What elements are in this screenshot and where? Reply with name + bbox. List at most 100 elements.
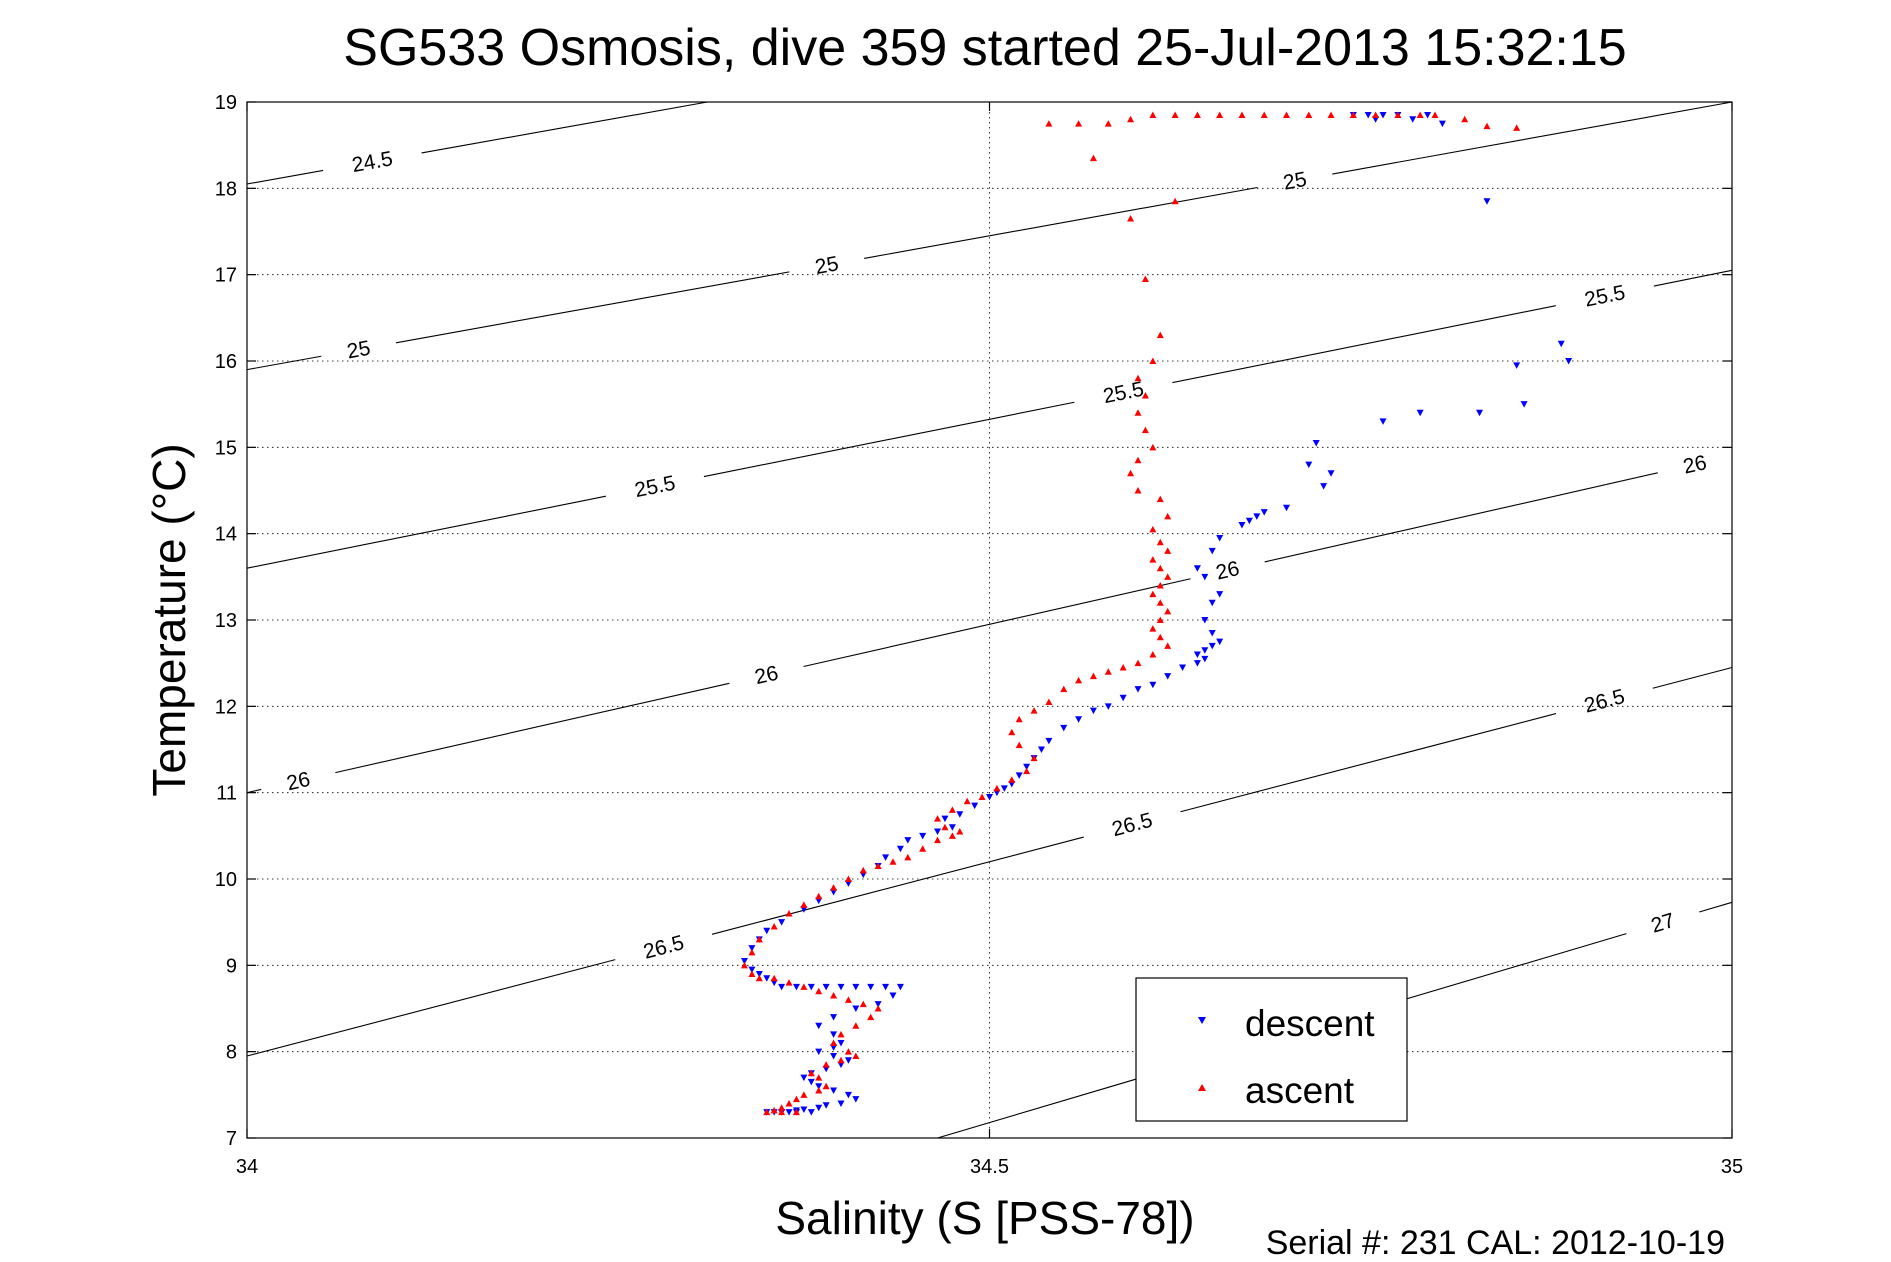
ascent-point <box>1327 111 1335 118</box>
descent-point <box>852 1005 860 1012</box>
ascent-point <box>837 1056 845 1064</box>
contour-line-25 <box>1332 101 1733 175</box>
descent-point <box>1409 116 1417 123</box>
ascent-point <box>1156 538 1164 546</box>
descent-point <box>844 1091 852 1099</box>
ascent-point <box>1149 651 1157 658</box>
ascent-point <box>1045 698 1053 706</box>
ascent-point <box>785 910 793 917</box>
descent-point <box>1149 681 1157 689</box>
descent-point <box>1193 660 1201 667</box>
ascent-point <box>800 1091 808 1098</box>
ascent-point <box>1134 374 1142 382</box>
descent-point <box>1015 772 1023 779</box>
ascent-point <box>1156 599 1164 606</box>
x-axis-label: Salinity (S [PSS-78]) <box>775 1192 1194 1244</box>
contour-label-26: 26 <box>284 768 312 796</box>
descent-point <box>800 1106 808 1114</box>
descent-point <box>1320 483 1328 490</box>
ascent-point <box>1127 215 1135 222</box>
descent-point <box>1201 617 1209 624</box>
ascent-point <box>1164 642 1172 649</box>
ascent-point <box>1461 115 1469 123</box>
ascent-point <box>815 892 823 900</box>
ascent-point <box>889 858 897 865</box>
ascent-point <box>844 1048 852 1055</box>
ascent-point <box>874 1005 882 1012</box>
ascent-point <box>852 1022 860 1029</box>
ascent-point <box>963 797 971 805</box>
descent-point <box>1134 686 1142 693</box>
descent-point <box>1379 111 1387 119</box>
descent-point <box>837 1040 845 1047</box>
descent-point <box>867 983 875 991</box>
ascent-point <box>993 784 1001 792</box>
descent-point <box>1208 599 1216 607</box>
descent-point <box>1208 642 1216 650</box>
y-tick-label: 10 <box>215 869 237 891</box>
descent-point <box>807 1078 815 1086</box>
ascent-point <box>1141 275 1149 282</box>
ascent-point <box>748 970 756 977</box>
ascent-point <box>1156 331 1164 339</box>
descent-point <box>740 958 748 965</box>
ascent-point <box>1372 111 1380 118</box>
y-tick-label: 17 <box>215 265 237 287</box>
descent-point <box>1193 651 1201 659</box>
ascent-point <box>1141 426 1149 434</box>
descent-point <box>1045 737 1053 745</box>
ascent-point <box>1104 120 1112 127</box>
contour-line-26 <box>1264 472 1658 563</box>
ascent-point <box>822 1061 830 1068</box>
ascent-point <box>778 1104 786 1111</box>
ascent-point <box>800 901 808 908</box>
ascent-point <box>815 1074 823 1081</box>
contour-label-26: 26 <box>1681 451 1709 479</box>
descent-point <box>830 1014 838 1021</box>
descent-point <box>882 854 890 861</box>
ascent-point <box>1431 111 1439 118</box>
descent-point <box>874 1001 882 1008</box>
contour-label-25: 25 <box>1281 168 1308 195</box>
contour-label-25: 25 <box>813 252 840 279</box>
ascent-point <box>1164 512 1172 520</box>
ascent-point <box>978 793 986 800</box>
y-axis-label: Temperature (°C) <box>143 443 195 796</box>
ascent-point <box>919 845 927 852</box>
descent-point <box>896 983 904 991</box>
contour-line-25.5 <box>1172 305 1556 384</box>
descent-point <box>1245 517 1253 525</box>
descent-point <box>1476 409 1484 417</box>
ascent-point <box>1349 111 1357 118</box>
descent-point <box>830 1087 838 1095</box>
ascent-point <box>1060 685 1068 693</box>
descent-point <box>1060 724 1068 732</box>
ascent-point <box>830 884 838 891</box>
descent-point <box>763 975 771 982</box>
descent-point <box>852 1096 860 1103</box>
legend-box <box>1135 977 1408 1122</box>
density-contours: 24.525252525.525.525.52626262626.526.526… <box>246 101 1733 1139</box>
y-tick-label: 19 <box>215 92 237 114</box>
descent-point <box>1483 198 1491 205</box>
ascent-point <box>1075 676 1083 684</box>
chart-title: SG533 Osmosis, dive 359 started 25-Jul-2… <box>343 19 1626 77</box>
ascent-point <box>815 987 823 995</box>
descent-point <box>1193 565 1201 572</box>
legend-descent-marker <box>1198 1017 1206 1024</box>
ascent-point <box>822 1082 830 1090</box>
ascent-point <box>830 992 838 999</box>
ascent-point <box>1149 556 1157 563</box>
ascent-point <box>1416 111 1424 118</box>
descent-point <box>1089 707 1097 715</box>
descent-point <box>785 1109 793 1116</box>
ascent-point <box>792 1108 800 1116</box>
ascent-point <box>934 836 942 844</box>
descent-point <box>1520 401 1528 408</box>
axis-ticks: 7 8 9 10 11 12 13 14 15 16 17 18 19 34 34.5 35 <box>215 92 1743 1178</box>
ascent-point <box>1149 625 1157 632</box>
y-tick-label: 11 <box>216 783 237 805</box>
ascent-point <box>1127 469 1135 477</box>
ascent-point <box>740 961 748 969</box>
